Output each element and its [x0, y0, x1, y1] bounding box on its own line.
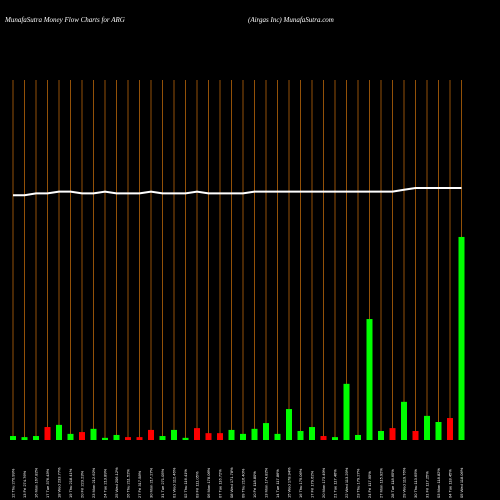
bar: [412, 431, 419, 440]
x-tick-label: 18 Wed 233.77%: [57, 467, 62, 498]
x-tick-label: 23 Thu 179.27%: [356, 468, 361, 498]
bar: [194, 428, 200, 440]
x-tick-label: 10 Fri 118.80%: [252, 471, 257, 498]
x-tick-label: 05 Wed 118.06%: [459, 467, 464, 498]
x-tick-label: 30 Thu 113.65%: [413, 469, 418, 498]
x-tick-label: 31 Fri 117.25%: [425, 471, 430, 498]
bar: [274, 433, 281, 440]
bar: [332, 437, 338, 440]
bar: [10, 436, 16, 440]
bar: [205, 433, 212, 440]
x-tick-label: 03 Mon 118.82%: [436, 468, 441, 498]
x-tick-label: 27 Fri 317.58%: [137, 470, 142, 498]
bar: [79, 432, 85, 440]
bar: [136, 437, 143, 440]
x-tick-label: 13 Mon 174.82%: [264, 467, 269, 498]
bar: [378, 431, 384, 440]
bar: [263, 423, 269, 440]
bar: [44, 427, 51, 440]
x-tick-label: 17 Tue 376.43%: [45, 468, 50, 498]
x-tick-label: 12 Thu 270.99%: [11, 468, 16, 498]
x-tick-label: 04 Tue 118.45%: [448, 469, 453, 498]
x-tick-label: 19 Thu 218.41%: [68, 468, 73, 498]
x-tick-label: 29 Wed 119.76%: [402, 467, 407, 498]
bar: [182, 437, 189, 440]
bar: [21, 437, 28, 440]
x-tick-label: 14 Tue 117.86%: [275, 469, 280, 498]
bar: [217, 433, 223, 440]
x-tick-label: 21 Tue 117.46%: [333, 469, 338, 498]
x-tick-label: 16 Mon 167.82%: [34, 467, 39, 498]
x-tick-label: 20 Fri 223.23%: [80, 470, 85, 498]
bar: [148, 429, 154, 440]
bar: [447, 418, 453, 440]
x-tick-label: 16 Thu 179.06%: [298, 468, 303, 498]
bar: [389, 428, 396, 440]
bar: [33, 436, 39, 440]
x-tick-label: 08 Wed 171.78%: [229, 467, 234, 498]
bar: [102, 437, 108, 440]
bar: [113, 434, 120, 440]
x-tick-label: 13 Fri 274.76%: [22, 470, 27, 498]
bar: [401, 401, 407, 440]
bar: [458, 236, 465, 440]
bar: [228, 429, 235, 440]
bar: [297, 431, 304, 440]
x-tick-label: 30 Mon 217.27%: [149, 467, 154, 498]
x-tick-label: 23 Mon 212.62%: [91, 467, 96, 498]
bar: [435, 422, 442, 440]
bar: [171, 429, 177, 440]
bar: [251, 428, 258, 440]
bar: [424, 415, 430, 440]
bar: [125, 437, 131, 440]
x-tick-label: 26 Thu 211.52%: [126, 469, 131, 498]
x-tick-label: 03 Fri 111.05%: [195, 471, 200, 498]
chart-subtitle: (Airgas Inc) MunafaSutra.com: [248, 16, 334, 24]
bar: [56, 424, 62, 440]
x-tick-label: 31 Tue 271.05%: [160, 468, 165, 498]
x-tick-label: 28 Tue 118.65%: [390, 469, 395, 498]
x-tick-label: 22 Wed 113.29%: [344, 467, 349, 498]
bar: [90, 428, 97, 440]
x-tick-label: 27 Mon 115.92%: [379, 468, 384, 498]
x-tick-label: 01 Wed 112.46%: [172, 467, 177, 498]
bar: [286, 409, 292, 440]
x-tick-label: 07 Tue 116.72%: [218, 469, 223, 498]
chart-title: MunafaSutra Money Flow Charts for ARG: [4, 16, 125, 24]
x-tick-label: 17 Fri 179.62%: [310, 470, 315, 498]
money-flow-line: [13, 187, 462, 197]
x-tick-label: 09 Thu 216.40%: [241, 468, 246, 498]
bar: [320, 436, 327, 440]
bar: [67, 433, 74, 440]
bar: [343, 383, 350, 440]
bar: [240, 433, 246, 440]
bar: [366, 319, 373, 440]
x-tick-label: 06 Mon 178.06%: [206, 467, 211, 498]
x-tick-label: 25 Wed 206.12%: [114, 467, 119, 498]
x-tick-label: 20 Mon 173.49%: [321, 467, 326, 498]
x-tick-label: 24 Fri 117.95%: [367, 471, 372, 498]
bar: [159, 436, 166, 440]
bar: [309, 427, 315, 440]
x-tick-label: 15 Wed 178.94%: [287, 467, 292, 498]
bar: [355, 434, 361, 440]
x-tick-label: 24 Tue 213.89%: [103, 468, 108, 498]
x-tick-label: 02 Thu 116.41%: [183, 469, 188, 498]
